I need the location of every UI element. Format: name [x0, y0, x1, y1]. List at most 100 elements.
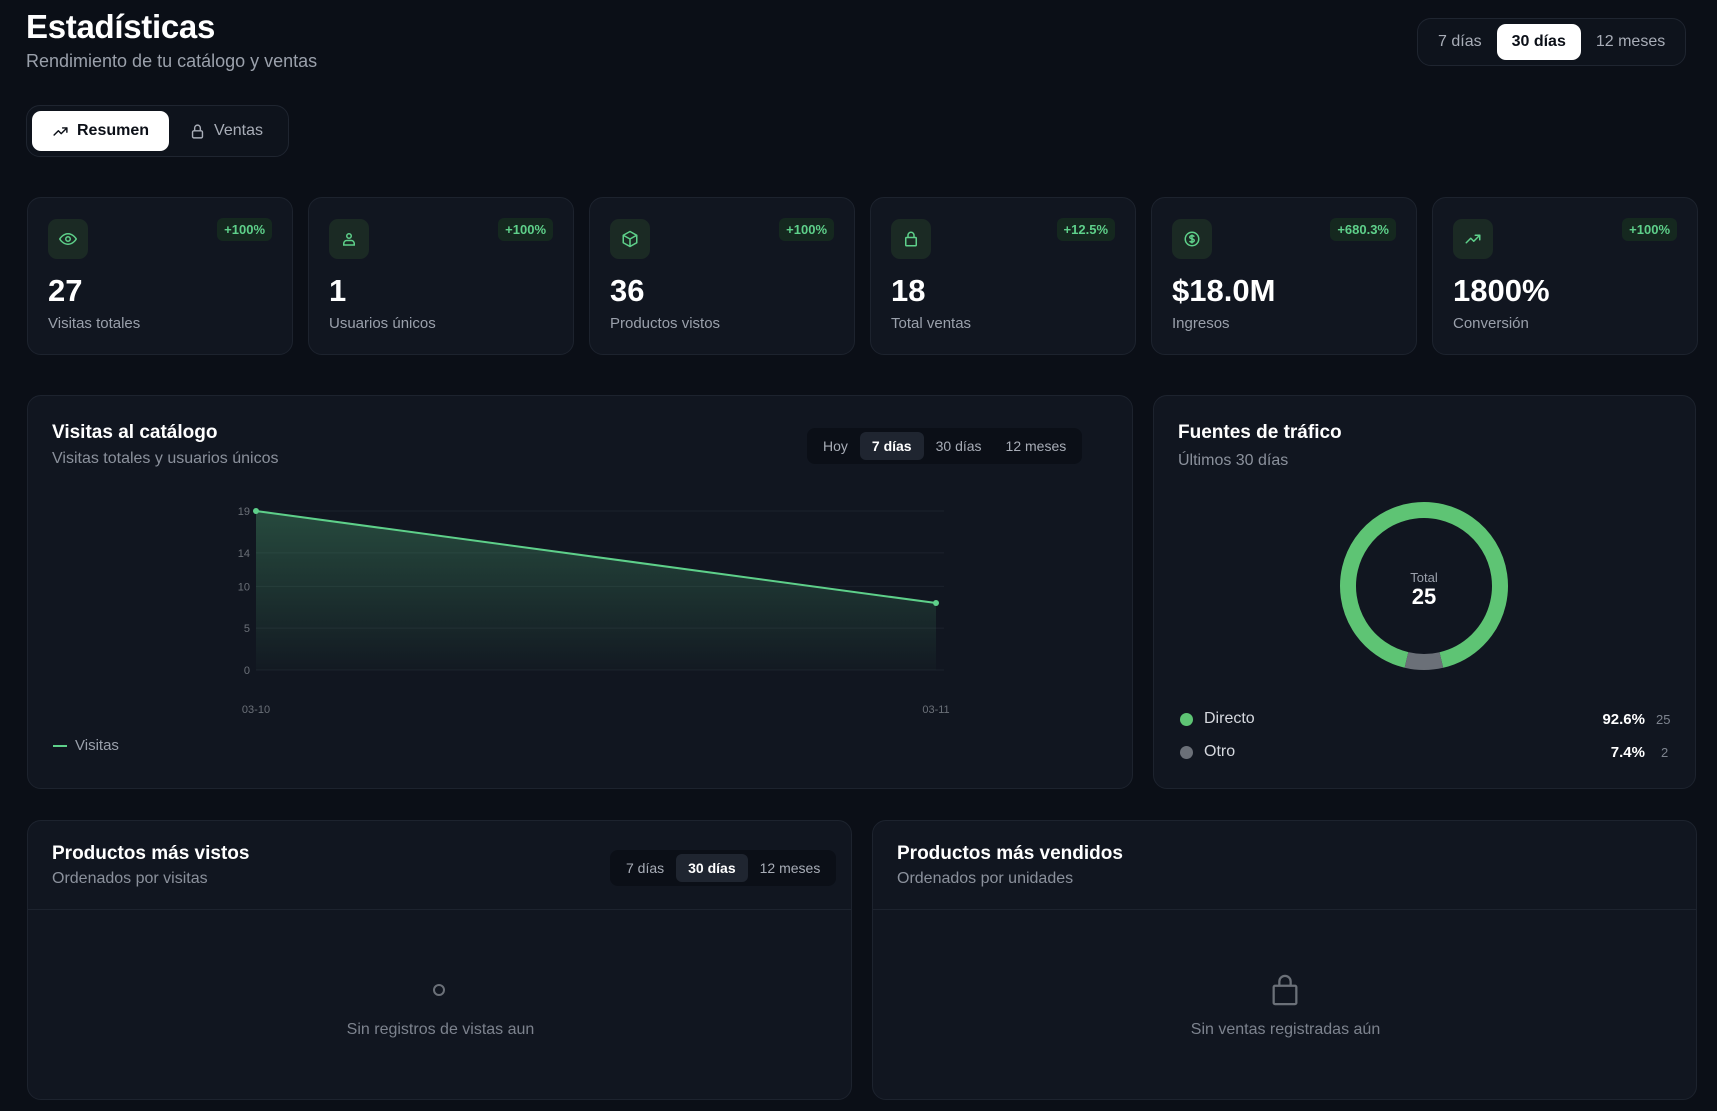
kpi-label: Conversión	[1453, 315, 1529, 332]
kpi-value: 27	[48, 273, 83, 308]
kpi-label: Productos vistos	[610, 315, 721, 332]
kpi-card-sales: +12.5% 18 Total ventas	[870, 197, 1136, 355]
page-subtitle: Rendimiento de tu catálogo y ventas	[26, 51, 318, 71]
range-30d[interactable]: 30 días	[1496, 24, 1581, 60]
range-selector: 7 días 30 días 12 meses	[1417, 18, 1687, 66]
kpi-delta: +100%	[217, 218, 272, 241]
x-tick-label: 03-11	[922, 704, 949, 716]
tab-ventas-label: Ventas	[214, 122, 263, 139]
y-tick-label: 19	[238, 506, 250, 518]
kpi-delta: +680.3%	[1330, 218, 1396, 241]
box-icon	[610, 219, 650, 259]
y-tick-label: 10	[238, 581, 250, 593]
kpi-label: Usuarios únicos	[329, 315, 436, 332]
page-title: Estadísticas	[26, 8, 216, 45]
traffic-subtitle: Últimos 30 días	[1178, 452, 1289, 469]
most-viewed-card: Productos más vistos Ordenados por visit…	[27, 820, 852, 1100]
y-tick-label: 5	[244, 623, 250, 635]
visits-range-30d[interactable]: 30 días	[935, 438, 982, 454]
range-7d[interactable]: 7 días	[1438, 33, 1482, 50]
kpi-label: Total ventas	[891, 315, 972, 332]
visits-title: Visitas al catálogo	[52, 422, 218, 443]
trending-up-icon	[53, 126, 68, 136]
visits-chart: 0 5 10 14 19 03-10 03-11	[238, 506, 950, 716]
most-viewed-title: Productos más vistos	[52, 843, 250, 864]
card-divider	[28, 909, 851, 910]
y-tick-label: 0	[244, 665, 250, 677]
tab-resumen-label: Resumen	[77, 122, 150, 139]
y-tick-label: 14	[238, 548, 250, 560]
source-pct: 92.6%	[1602, 711, 1645, 728]
viewed-range-7d[interactable]: 7 días	[626, 860, 665, 876]
viewed-range-30d[interactable]: 30 días	[676, 854, 748, 882]
kpi-delta: +12.5%	[1056, 218, 1115, 241]
most-viewed-subtitle: Ordenados por visitas	[52, 870, 208, 887]
empty-state: Sin ventas registradas aún	[1190, 1021, 1381, 1038]
kpi-value: 36	[610, 273, 645, 308]
traffic-source-otro: Otro	[1180, 743, 1235, 761]
visits-card: Visitas al catálogo Visitas totales y us…	[27, 395, 1133, 789]
circle-icon	[433, 984, 445, 996]
legend-dot	[1180, 712, 1193, 726]
kpi-value: 18	[891, 273, 926, 308]
bag-icon	[1272, 974, 1298, 1006]
kpi-value: 1	[329, 273, 347, 308]
viewed-range-selector: 7 días 30 días 12 meses	[610, 850, 837, 886]
viewed-range-12m[interactable]: 12 meses	[759, 860, 821, 876]
kpi-value: $18.0M	[1172, 273, 1276, 308]
legend-swatch	[53, 744, 67, 747]
data-point[interactable]	[933, 600, 939, 607]
legend-label: Visitas	[75, 737, 119, 754]
traffic-title: Fuentes de tráfico	[1178, 422, 1342, 443]
source-count: 2	[1661, 745, 1669, 760]
range-12m[interactable]: 12 meses	[1595, 33, 1666, 50]
series-area	[256, 511, 936, 670]
best-selling-title: Productos más vendidos	[897, 843, 1123, 864]
chart-legend: Visitas	[53, 737, 119, 754]
users-icon	[329, 219, 369, 259]
traffic-source-directo: Directo	[1180, 710, 1255, 728]
series-line	[255, 510, 937, 605]
traffic-donut	[1334, 496, 1514, 676]
kpi-card-revenue: +680.3% $18.0M Ingresos	[1151, 197, 1417, 355]
lock-icon	[191, 123, 204, 139]
empty-state: Sin registros de vistas aun	[346, 1021, 535, 1038]
kpi-delta: +100%	[779, 218, 834, 241]
visits-subtitle: Visitas totales y usuarios únicos	[52, 450, 279, 467]
donut-total-value: 25	[1411, 584, 1437, 609]
kpi-label: Ingresos	[1172, 315, 1230, 332]
donut-slice-directo[interactable]	[1334, 496, 1514, 676]
dollar-icon	[1172, 219, 1212, 259]
eye-icon	[48, 219, 88, 259]
kpi-card-conversion: +100% 1800% Conversión	[1432, 197, 1698, 355]
visits-range-12m[interactable]: 12 meses	[1005, 438, 1067, 454]
kpi-value: 1800%	[1453, 273, 1550, 308]
card-divider	[873, 909, 1696, 910]
donut-total-label: Total	[1410, 570, 1438, 585]
x-tick-label: 03-10	[242, 704, 270, 716]
view-tabs: Resumen Ventas	[26, 105, 289, 157]
tab-resumen[interactable]: Resumen	[32, 111, 170, 151]
bag-icon	[891, 219, 931, 259]
traffic-card: Fuentes de tráfico Últimos 30 días Total…	[1153, 395, 1696, 789]
kpi-card-visits: +100% 27 Visitas totales	[27, 197, 293, 355]
kpi-delta: +100%	[1622, 218, 1677, 241]
visits-range-7d[interactable]: 7 días	[859, 432, 924, 460]
legend-dot	[1180, 745, 1193, 759]
source-pct: 7.4%	[1610, 744, 1645, 761]
visits-range-hoy[interactable]: Hoy	[823, 438, 848, 454]
kpi-card-products: +100% 36 Productos vistos	[589, 197, 855, 355]
best-selling-card: Productos más vendidos Ordenados por uni…	[872, 820, 1697, 1100]
kpi-label: Visitas totales	[48, 315, 141, 332]
kpi-delta: +100%	[498, 218, 553, 241]
trending-up-icon	[1453, 219, 1493, 259]
source-name: Otro	[1204, 743, 1236, 760]
source-count: 25	[1656, 712, 1671, 727]
tab-ventas[interactable]: Ventas	[169, 111, 283, 151]
best-selling-subtitle: Ordenados por unidades	[897, 870, 1074, 887]
visits-range-selector: Hoy 7 días 30 días 12 meses	[807, 428, 1083, 464]
data-point[interactable]	[253, 508, 259, 514]
kpi-card-users: +100% 1 Usuarios únicos	[308, 197, 574, 355]
source-name: Directo	[1204, 710, 1255, 727]
